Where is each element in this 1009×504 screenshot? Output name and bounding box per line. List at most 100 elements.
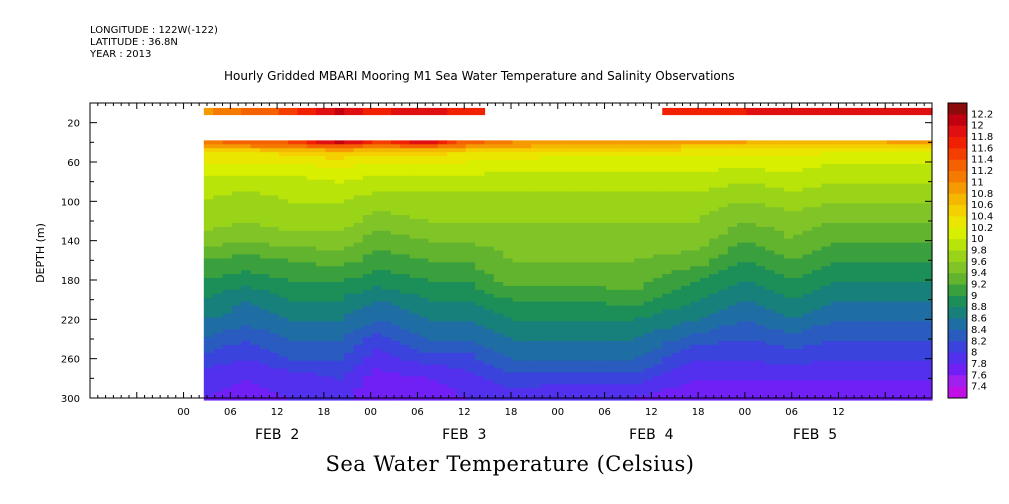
heatmap-cell bbox=[868, 348, 879, 354]
heatmap-cell bbox=[606, 380, 617, 385]
heatmap-cell bbox=[830, 199, 841, 204]
heatmap-cell bbox=[213, 356, 224, 362]
heatmap-cell bbox=[896, 289, 907, 295]
heatmap-cell bbox=[587, 392, 598, 397]
heatmap-cell bbox=[774, 270, 785, 275]
heatmap-cell bbox=[549, 337, 560, 342]
heatmap-cell bbox=[269, 360, 280, 366]
heatmap-cell bbox=[783, 352, 794, 358]
heatmap-cell bbox=[624, 278, 635, 283]
heatmap-cell bbox=[624, 250, 635, 256]
heatmap-cell bbox=[503, 313, 514, 318]
heatmap-cell bbox=[325, 340, 336, 346]
heatmap-cell bbox=[596, 278, 607, 283]
heatmap-cell bbox=[465, 266, 476, 271]
heatmap-cell bbox=[643, 270, 654, 275]
heatmap-cell bbox=[297, 179, 308, 185]
heatmap-cell bbox=[213, 305, 224, 311]
heatmap-cell bbox=[896, 329, 907, 334]
heatmap-cell bbox=[278, 250, 289, 256]
heatmap-cell bbox=[306, 171, 317, 177]
heatmap-cell bbox=[858, 301, 869, 307]
heatmap-cell bbox=[278, 340, 289, 346]
heatmap-cell bbox=[250, 313, 261, 318]
heatmap-cell bbox=[793, 281, 804, 287]
heatmap-cell bbox=[213, 183, 224, 189]
heatmap-cell bbox=[400, 175, 411, 181]
heatmap-cell bbox=[662, 183, 673, 189]
heatmap-cell bbox=[390, 325, 401, 330]
heatmap-cell bbox=[362, 246, 373, 252]
heatmap-cell bbox=[447, 211, 458, 216]
heatmap-cell bbox=[896, 171, 907, 177]
heatmap-cell bbox=[718, 179, 729, 185]
heatmap-cell bbox=[662, 380, 673, 385]
heatmap-cell bbox=[437, 222, 448, 228]
heatmap-cell bbox=[231, 144, 242, 149]
heatmap-cell bbox=[830, 250, 841, 256]
heatmap-cell bbox=[886, 372, 897, 377]
heatmap-cell bbox=[484, 254, 495, 259]
heatmap-cell bbox=[344, 388, 355, 393]
heatmap-cell bbox=[419, 270, 429, 275]
heatmap-cell bbox=[774, 160, 785, 165]
heatmap-cell bbox=[531, 329, 542, 334]
heatmap-cell bbox=[381, 384, 392, 389]
heatmap-cell bbox=[419, 160, 429, 165]
heatmap-cell bbox=[680, 242, 691, 248]
heatmap-cell bbox=[699, 325, 710, 330]
heatmap-cell bbox=[325, 156, 336, 161]
heatmap-cell bbox=[774, 305, 785, 311]
heatmap-cell bbox=[362, 281, 373, 287]
heatmap-cell bbox=[250, 222, 261, 228]
heatmap-cell bbox=[288, 234, 298, 240]
heatmap-cell bbox=[231, 107, 242, 116]
heatmap-cell bbox=[381, 309, 392, 315]
heatmap-cell bbox=[727, 321, 738, 326]
heatmap-cell bbox=[615, 376, 626, 381]
heatmap-cell bbox=[634, 289, 645, 295]
heatmap-cell bbox=[624, 215, 635, 220]
heatmap-cell bbox=[578, 234, 589, 240]
heatmap-cell bbox=[372, 364, 383, 370]
heatmap-cell bbox=[559, 238, 570, 244]
heatmap-cell bbox=[306, 183, 317, 189]
heatmap-cell bbox=[428, 305, 439, 311]
heatmap-cell bbox=[241, 234, 252, 240]
heatmap-cell bbox=[419, 348, 429, 354]
heatmap-cell bbox=[737, 278, 748, 283]
heatmap-cell bbox=[344, 356, 355, 362]
heatmap-cell bbox=[250, 254, 261, 259]
heatmap-cell bbox=[549, 344, 560, 350]
heatmap-cell bbox=[643, 226, 654, 232]
heatmap-cell bbox=[521, 281, 532, 287]
heatmap-cell bbox=[680, 340, 691, 346]
heatmap-cell bbox=[475, 148, 486, 153]
heatmap-cell bbox=[886, 262, 897, 267]
heatmap-cell bbox=[727, 392, 738, 397]
heatmap-cell bbox=[596, 270, 607, 275]
heatmap-cell bbox=[465, 222, 476, 228]
heatmap-cell bbox=[793, 258, 804, 263]
heatmap-cell bbox=[624, 388, 635, 393]
heatmap-cell bbox=[568, 270, 579, 275]
heatmap-cell bbox=[868, 305, 879, 311]
heatmap-cell bbox=[297, 305, 308, 311]
heatmap-cell bbox=[540, 215, 551, 220]
heatmap-cell bbox=[521, 301, 532, 307]
heatmap-cell bbox=[606, 301, 617, 307]
heatmap-cell bbox=[269, 179, 280, 185]
heatmap-cell bbox=[503, 301, 514, 307]
heatmap-cell bbox=[512, 360, 523, 366]
heatmap-cell bbox=[886, 246, 897, 252]
heatmap-cell bbox=[596, 289, 607, 295]
heatmap-cell bbox=[231, 167, 242, 173]
heatmap-cell bbox=[587, 305, 598, 311]
heatmap-cell bbox=[241, 195, 252, 200]
heatmap-cell bbox=[484, 348, 495, 354]
heatmap-cell bbox=[278, 380, 289, 385]
heatmap-cell bbox=[400, 242, 411, 248]
heatmap-cell bbox=[727, 246, 738, 252]
heatmap-cell bbox=[802, 325, 813, 330]
heatmap-cell bbox=[531, 360, 542, 366]
